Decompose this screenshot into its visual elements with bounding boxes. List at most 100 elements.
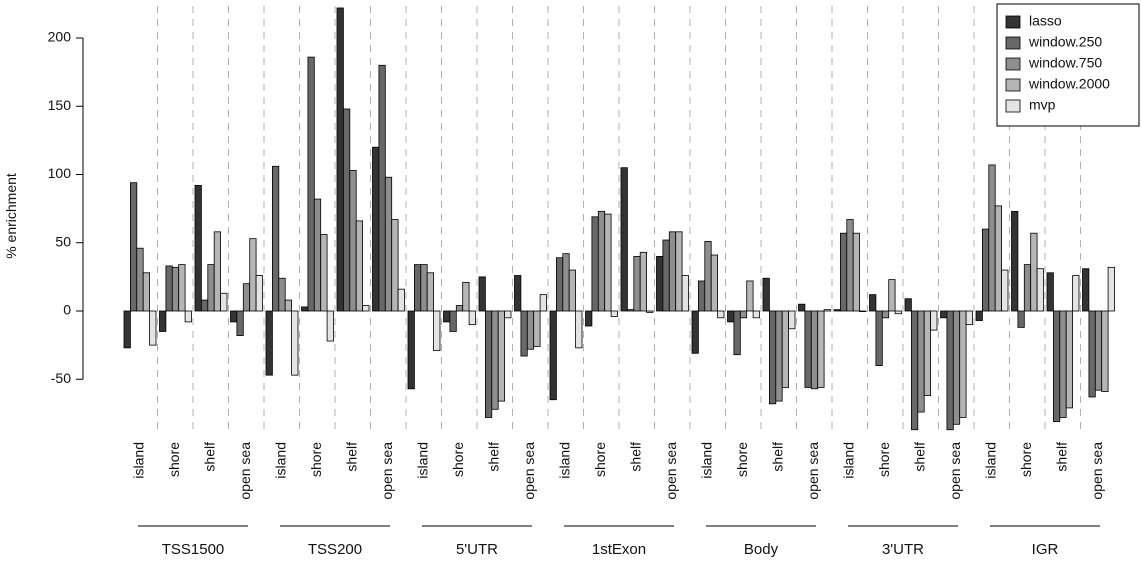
bar-window-2000	[213, 231, 221, 312]
subcategory-labels: island shore shelf open sea island shore shelf…	[131, 442, 1106, 500]
bar-window-2000	[355, 220, 364, 312]
bar-window-750	[207, 264, 215, 312]
bars	[123, 7, 1115, 431]
bar-lasso	[762, 277, 770, 312]
bar-window-750	[1059, 310, 1067, 418]
bar-window-750	[704, 240, 712, 312]
bar-window-750	[810, 310, 819, 390]
bar-mvp	[468, 310, 476, 326]
bar-window-250	[911, 310, 919, 431]
bar-lasso	[691, 310, 699, 354]
bar-window-2000	[497, 310, 506, 402]
subcategory-label: island	[131, 442, 147, 479]
bar-window-250	[698, 280, 706, 312]
bar-window-750	[1094, 310, 1103, 391]
bar-lasso	[265, 310, 273, 376]
bar-lasso	[478, 276, 486, 312]
bar-window-2000	[178, 264, 186, 312]
subcategory-label: island	[841, 442, 857, 479]
bar-window-750	[313, 198, 322, 312]
bar-window-2000	[994, 205, 1003, 312]
subcategory-label: open sea	[237, 442, 253, 500]
bar-window-750	[1023, 264, 1032, 312]
bar-window-2000	[675, 231, 683, 312]
bar-window-2000	[533, 310, 541, 347]
bar-window-750	[881, 310, 890, 319]
bar-mvp	[788, 310, 796, 330]
subcategory-label: shore	[450, 442, 466, 477]
legend-swatch	[1005, 57, 1021, 71]
bar-window-250	[840, 232, 848, 312]
bar-window-250	[520, 310, 528, 357]
bar-window-2000	[426, 272, 435, 312]
y-axis-ticks: -50 0 50 100 150 200	[48, 29, 83, 386]
bar-mvp	[255, 275, 263, 312]
group-label: 5'UTR	[456, 541, 498, 558]
bar-window-750	[952, 310, 961, 425]
bar-window-2000	[604, 213, 612, 312]
bar-mvp	[504, 310, 512, 319]
subcategory-label: shore	[876, 442, 892, 477]
bar-window-250	[307, 56, 315, 312]
bar-window-750	[242, 283, 251, 312]
bar-lasso	[1046, 272, 1054, 312]
y-tick-label: 150	[48, 97, 72, 113]
bar-window-2000	[746, 280, 754, 312]
group-label: 1stExon	[592, 541, 646, 558]
bar-mvp	[326, 310, 334, 342]
bar-window-250	[236, 310, 244, 336]
bar-window-250	[1088, 310, 1096, 398]
bar-window-250	[982, 228, 990, 312]
subcategory-label: shore	[1018, 442, 1034, 477]
bar-window-250	[1053, 310, 1061, 422]
bar-window-750	[846, 219, 854, 312]
bar-mvp	[184, 310, 192, 323]
bar-window-750	[562, 253, 570, 312]
bar-lasso	[123, 310, 131, 349]
bar-window-250	[271, 165, 280, 312]
bar-window-2000	[1101, 310, 1109, 392]
group-labels: TSS1500 TSS200 5'UTR 1stExon Body 3'UTR IGR	[138, 525, 1100, 558]
bar-window-2000	[888, 279, 896, 312]
subcategory-label: island	[273, 442, 289, 479]
bar-mvp	[894, 310, 902, 315]
legend: lasso window.250 window.750 window.2000 mvp	[996, 3, 1140, 127]
group-label: IGR	[1032, 541, 1059, 558]
bar-window-750	[917, 310, 925, 413]
bar-lasso	[549, 310, 557, 401]
bar-window-2000	[710, 254, 719, 312]
bar-lasso	[194, 185, 202, 312]
bar-lasso	[975, 310, 983, 321]
bar-lasso	[904, 298, 912, 312]
subcategory-label: shore	[592, 442, 608, 477]
subcategory-label: shore	[308, 442, 324, 477]
bar-window-2000	[639, 251, 648, 312]
bar-window-750	[384, 176, 393, 312]
bar-window-250	[556, 257, 564, 312]
bar-lasso	[407, 310, 415, 390]
bar-mvp	[930, 310, 938, 331]
bar-lasso	[1011, 210, 1019, 312]
legend-label: window.250	[1028, 34, 1102, 50]
group-label: Body	[744, 541, 779, 558]
subcategory-label: shelf	[628, 442, 644, 472]
legend-label: window.2000	[1028, 76, 1110, 92]
subcategory-label: shore	[166, 442, 182, 477]
bar-lasso	[301, 306, 309, 312]
subcategory-label: shelf	[770, 442, 786, 472]
bar-window-250	[449, 310, 457, 332]
bar-window-2000	[391, 219, 399, 312]
bar-window-2000	[923, 310, 932, 397]
bar-window-250	[662, 239, 670, 312]
bar-window-250	[200, 299, 209, 312]
bar-window-250	[733, 310, 741, 356]
bar-window-2000	[320, 234, 328, 312]
bar-mvp	[149, 310, 157, 346]
bar-window-2000	[781, 310, 790, 388]
bar-lasso	[798, 303, 806, 312]
bar-lasso	[869, 294, 877, 312]
bar-window-250	[342, 108, 351, 312]
subcategory-label: open sea	[947, 442, 963, 500]
subcategory-label: shore	[734, 442, 750, 477]
